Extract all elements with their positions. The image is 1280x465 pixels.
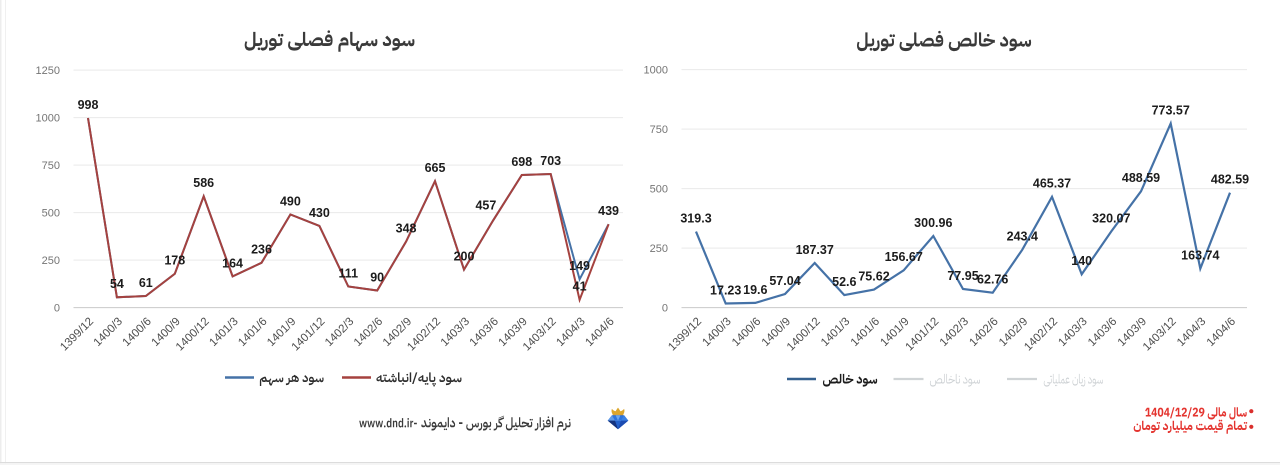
svg-text:1401/6: 1401/6 [236,316,269,349]
svg-text:1403/6: 1403/6 [468,316,501,349]
svg-text:41: 41 [573,280,587,294]
svg-text:163.74: 163.74 [1181,249,1219,263]
svg-text:1403/3: 1403/3 [1056,316,1089,349]
svg-text:482.59: 482.59 [1211,173,1249,187]
svg-text:19.6: 19.6 [743,283,767,297]
svg-text:773.57: 773.57 [1152,103,1190,117]
svg-text:1250: 1250 [36,65,60,77]
svg-text:200: 200 [454,250,475,264]
svg-text:490: 490 [280,194,301,208]
svg-text:320.07: 320.07 [1092,211,1130,225]
svg-text:465.37: 465.37 [1033,177,1071,191]
svg-text:1404/3: 1404/3 [1175,316,1208,349]
svg-text:156.67: 156.67 [885,250,923,264]
svg-text:1400/6: 1400/6 [730,316,763,349]
svg-text:149: 149 [569,259,590,273]
svg-text:1402/3: 1402/3 [938,316,971,349]
svg-text:319.3: 319.3 [680,212,711,226]
svg-text:17.23: 17.23 [710,283,741,297]
svg-text:1404/3: 1404/3 [554,316,587,349]
svg-text:1404/6: 1404/6 [583,316,616,349]
svg-text:488.59: 488.59 [1122,171,1160,185]
svg-text:0: 0 [662,303,668,315]
svg-text:1000: 1000 [644,65,668,77]
svg-text:57.04: 57.04 [769,274,800,288]
svg-text:1401/3: 1401/3 [819,316,852,349]
svg-text:1404/6: 1404/6 [1205,316,1238,349]
svg-text:90: 90 [370,270,384,284]
svg-text:0: 0 [54,303,60,315]
svg-text:439: 439 [598,204,619,218]
svg-text:1402/6: 1402/6 [352,316,385,349]
svg-text:1400/3: 1400/3 [92,316,125,349]
svg-text:1403/6: 1403/6 [1086,316,1119,349]
svg-text:586: 586 [193,176,214,190]
svg-text:1402/3: 1402/3 [323,316,356,349]
svg-text:750: 750 [42,160,60,172]
svg-text:1399/12: 1399/12 [666,316,704,354]
svg-text:430: 430 [309,206,330,220]
svg-text:187.37: 187.37 [796,243,834,257]
svg-text:52.6: 52.6 [832,275,856,289]
svg-text:698: 698 [511,155,532,169]
svg-text:54: 54 [110,277,124,291]
svg-text:243.4: 243.4 [1007,230,1038,244]
svg-text:164: 164 [222,256,243,270]
svg-text:250: 250 [650,243,668,255]
svg-text:1402/6: 1402/6 [967,316,1000,349]
svg-text:665: 665 [425,161,446,175]
svg-text:500: 500 [42,208,60,220]
svg-text:75.62: 75.62 [858,270,889,284]
svg-text:1000: 1000 [36,113,60,125]
svg-text:703: 703 [540,154,561,168]
svg-text:750: 750 [650,124,668,136]
svg-text:1401/12: 1401/12 [904,316,942,354]
svg-text:250: 250 [42,255,60,267]
svg-text:1400/3: 1400/3 [700,316,733,349]
svg-text:178: 178 [164,254,185,268]
svg-text:1399/12: 1399/12 [58,316,96,354]
svg-text:62.76: 62.76 [977,273,1008,287]
svg-text:236: 236 [251,243,272,257]
svg-text:1400/12: 1400/12 [785,316,823,354]
svg-text:1400/6: 1400/6 [121,316,154,349]
svg-text:1403/3: 1403/3 [439,316,472,349]
svg-text:1401/3: 1401/3 [207,316,240,349]
svg-text:1401/6: 1401/6 [849,316,882,349]
svg-text:1402/12: 1402/12 [1022,316,1060,354]
svg-text:111: 111 [339,266,359,280]
svg-text:140: 140 [1071,254,1092,268]
svg-text:457: 457 [475,199,496,213]
svg-text:1403/12: 1403/12 [1141,316,1179,354]
svg-text:61: 61 [139,276,153,290]
svg-text:500: 500 [650,184,668,196]
svg-text:348: 348 [396,221,417,235]
svg-text:998: 998 [78,98,99,112]
svg-text:77.95: 77.95 [947,269,978,283]
svg-text:300.96: 300.96 [914,216,952,230]
